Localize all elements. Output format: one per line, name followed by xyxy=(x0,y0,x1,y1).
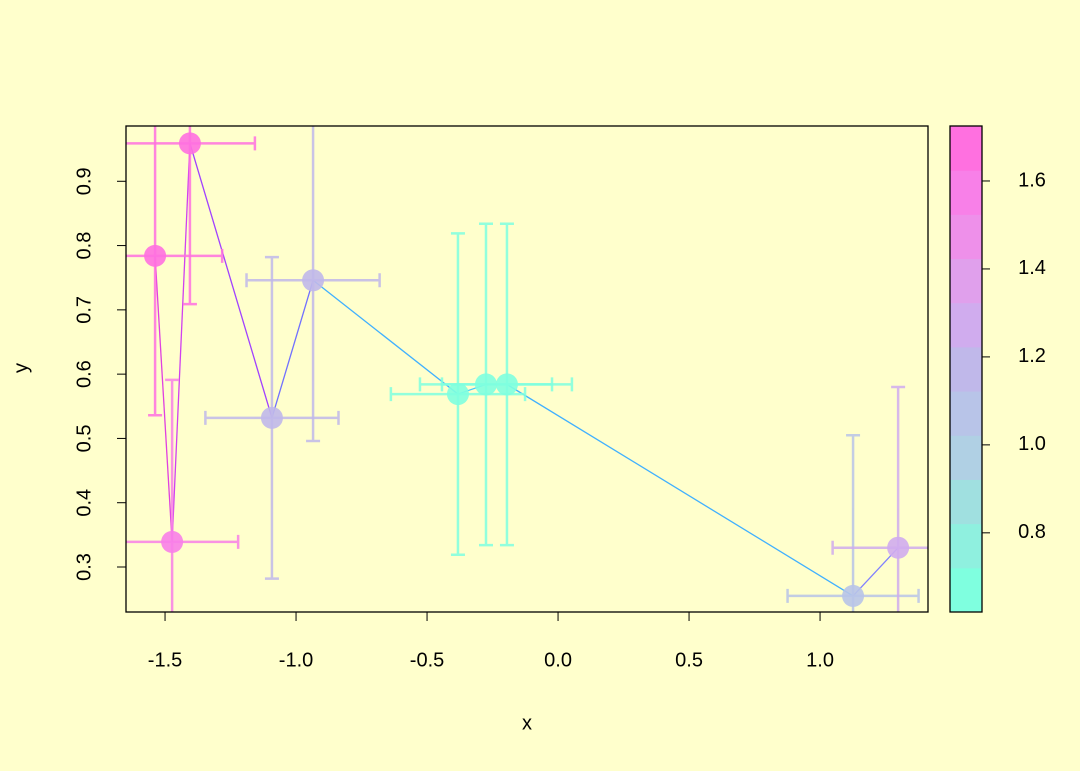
x-tick-label: 0.0 xyxy=(544,649,572,671)
colorbar-band xyxy=(950,214,982,260)
colorbar-band xyxy=(950,391,982,436)
x-tick-label: 1.0 xyxy=(806,649,834,671)
x-tick-label: -1.0 xyxy=(279,649,313,671)
y-tick-label: 0.9 xyxy=(73,167,95,195)
colorbar-band xyxy=(950,258,982,304)
error-bars xyxy=(204,255,340,580)
colorbar-band xyxy=(950,126,982,171)
x-axis-label: x xyxy=(522,712,532,734)
connecting-line xyxy=(154,255,173,542)
colorbar-tick-label: 1.0 xyxy=(1018,433,1046,455)
y-tick-label: 0.8 xyxy=(73,232,95,260)
y-tick-label: 0.6 xyxy=(73,360,95,388)
point xyxy=(144,244,167,267)
colorbar-band xyxy=(950,479,982,525)
y-tick-label: 0.5 xyxy=(73,425,95,453)
connecting-line xyxy=(506,383,854,597)
point xyxy=(887,536,910,559)
x-tick-label: 0.5 xyxy=(675,649,703,671)
y-tick-label: 0.4 xyxy=(73,489,95,517)
point xyxy=(260,406,283,429)
y-tick-label: 0.3 xyxy=(73,553,95,581)
colorbar-band xyxy=(950,523,982,569)
plot-area xyxy=(126,126,928,612)
point xyxy=(178,132,201,155)
colorbar-band xyxy=(950,567,982,613)
colorbar-band xyxy=(950,170,982,215)
y-axis-label: y xyxy=(10,363,32,373)
point xyxy=(161,530,184,553)
colorbar-tick-label: 1.6 xyxy=(1018,169,1046,191)
point xyxy=(842,584,865,607)
colorbar-frame xyxy=(949,125,983,613)
connecting-line xyxy=(171,143,191,542)
connecting-line xyxy=(312,279,459,395)
colorbar-tick-label: 0.8 xyxy=(1018,521,1046,543)
error-bars xyxy=(389,232,527,557)
y-tick-label: 0.7 xyxy=(73,296,95,324)
colorbar-band xyxy=(950,302,982,348)
point xyxy=(446,383,469,406)
plot-frame xyxy=(125,125,929,613)
x-tick-label: -0.5 xyxy=(410,649,444,671)
colorbar-band xyxy=(950,346,982,392)
connecting-line xyxy=(189,143,273,419)
colorbar-band xyxy=(950,435,982,480)
connecting-line xyxy=(271,280,314,419)
colorbar-tick-label: 1.4 xyxy=(1018,257,1046,279)
x-tick-label: -1.5 xyxy=(148,649,182,671)
error-bars xyxy=(418,222,554,547)
point xyxy=(495,373,518,396)
point xyxy=(302,269,325,292)
colorbar-tick-label: 1.2 xyxy=(1018,345,1046,367)
